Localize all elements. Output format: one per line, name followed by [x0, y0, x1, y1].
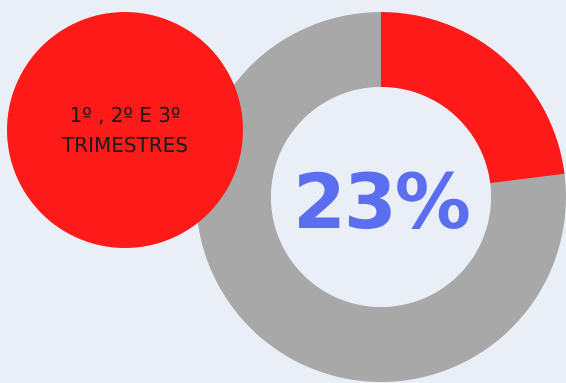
donut-hole — [271, 87, 491, 307]
percentage-label: 23% — [293, 156, 471, 246]
badge-line-1: 1º , 2º E 3º — [69, 103, 181, 127]
donut-slice-highlight — [381, 12, 565, 184]
badge-line-2: TRIMESTRES — [61, 133, 189, 157]
donut-slice-remainder — [195, 12, 566, 383]
period-badge: 1º , 2º E 3º TRIMESTRES — [7, 12, 243, 248]
